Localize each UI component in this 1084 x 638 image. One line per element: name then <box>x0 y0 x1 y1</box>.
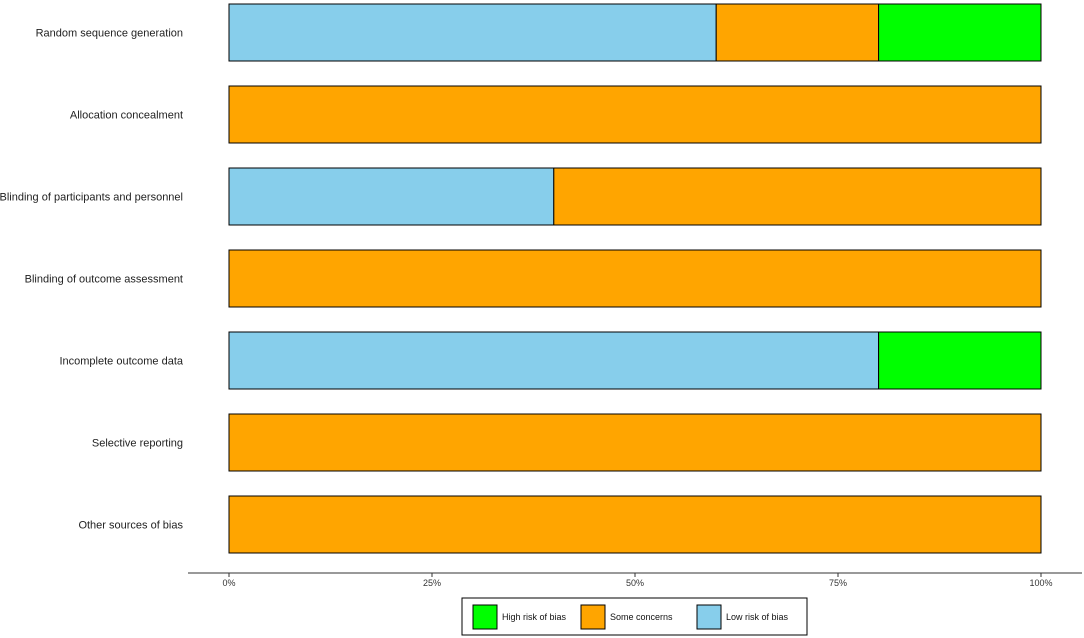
legend-label-some-concerns: Some concerns <box>610 612 673 622</box>
legend-swatch-low-risk-of-bias <box>696 604 722 630</box>
bar-random-sequence-generation-low-risk-of-bias <box>228 3 717 62</box>
bar-incomplete-outcome-data-high-risk-of-bias <box>878 331 1042 390</box>
bar-blinding-of-participants-and-personnel-some-concerns <box>553 167 1042 226</box>
legend-swatch-some-concerns <box>580 604 606 630</box>
x-axis: 0% 25% 50% 75% 100% <box>188 572 1082 588</box>
bar-other-sources-of-bias-some-concerns <box>228 495 1042 554</box>
bar-allocation-concealment-some-concerns <box>228 85 1042 144</box>
legend-box <box>461 597 808 636</box>
category-label-incomplete-outcome-data: Incomplete outcome data <box>59 356 183 368</box>
x-tick-label-0: 0% <box>222 578 235 588</box>
x-tick-label-100: 100% <box>1029 578 1052 588</box>
bar-random-sequence-generation-some-concerns <box>715 3 880 62</box>
category-label-selective-reporting: Selective reporting <box>92 438 183 450</box>
bar-incomplete-outcome-data-low-risk-of-bias <box>228 331 880 390</box>
legend-label-high-risk-of-bias: High risk of bias <box>502 612 567 622</box>
category-label-blinding-of-outcome-assessment: Blinding of outcome assessment <box>25 274 183 286</box>
category-label-blinding-of-participants-and-personnel: Blinding of participants and personnel <box>0 192 183 204</box>
x-tick-label-75: 75% <box>829 578 847 588</box>
category-label-allocation-concealment: Allocation concealment <box>70 110 183 122</box>
x-tick-label-25: 25% <box>423 578 441 588</box>
bar-blinding-of-outcome-assessment-some-concerns <box>228 249 1042 308</box>
legend-swatch-high-risk-of-bias <box>472 604 498 630</box>
bar-selective-reporting-some-concerns <box>228 413 1042 472</box>
bar-random-sequence-generation-high-risk-of-bias <box>878 3 1042 62</box>
category-label-random-sequence-generation: Random sequence generation <box>36 28 183 40</box>
category-label-other-sources-of-bias: Other sources of bias <box>78 520 183 532</box>
legend-label-low-risk-of-bias: Low risk of bias <box>726 612 789 622</box>
x-tick-label-50: 50% <box>626 578 644 588</box>
legend: High risk of bias Some concerns Low risk o… <box>461 597 808 636</box>
category-labels: Random sequence generation Allocation con… <box>0 28 184 532</box>
bar-blinding-of-participants-and-personnel-low-risk-of-bias <box>228 167 555 226</box>
bars-group <box>228 3 1042 554</box>
